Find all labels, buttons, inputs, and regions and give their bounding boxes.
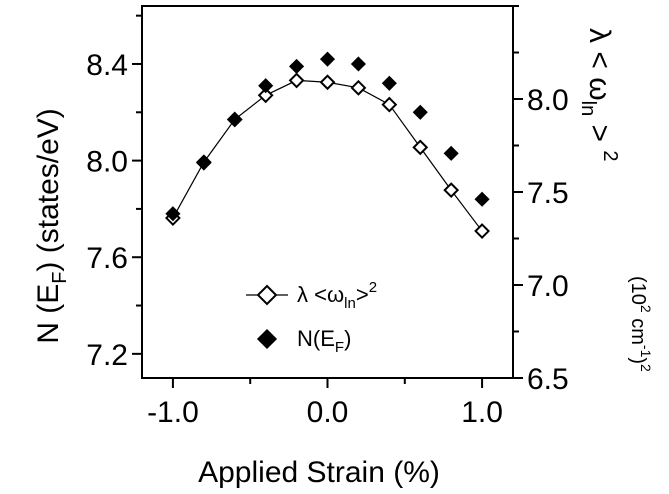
x-axis-title: Applied Strain (%) [198, 456, 440, 489]
legend-label-nef: N(EF) [297, 326, 351, 356]
right-axis-unit: (102 cm-1)2 [627, 276, 654, 372]
legend-nef-sub: F [335, 339, 344, 356]
right-axis-unit-mid: cm [627, 313, 649, 345]
legend-nef-main: N(E [297, 326, 335, 351]
right-tick-label: 8.0 [527, 84, 569, 117]
series-layer [165, 51, 490, 239]
right-tick-label: 7.0 [527, 270, 569, 303]
right-axis-unit-close: ) [627, 357, 649, 364]
nef-point [443, 145, 459, 161]
lambda-point [474, 223, 490, 239]
x-tick-label: 0.0 [307, 396, 349, 429]
nef-point [196, 155, 212, 171]
right-axis-title: λ < ωln > 2 [577, 28, 621, 162]
legend-label-lambda: λ <ωln>2 [297, 279, 377, 312]
lambda-point [288, 72, 305, 89]
legend-marker-lambda [256, 284, 278, 306]
legend-marker-nef [256, 328, 278, 350]
nef-point [165, 206, 181, 222]
left-axis-title-sub: F [49, 272, 71, 284]
lambda-point [257, 87, 274, 104]
lambda-point [381, 96, 398, 113]
nef-point [289, 58, 305, 74]
right-axis-unit-open: (10 [627, 276, 649, 305]
left-tick-label: 8.0 [86, 146, 128, 179]
right-axis-title-tail: > [583, 116, 616, 150]
nef-point [227, 111, 243, 128]
legend-lambda-sub: ln [344, 295, 356, 312]
right-axis-title-lambda: λ < ω [583, 28, 616, 101]
left-tick-label: 7.6 [86, 242, 128, 275]
left-tick-label: 8.4 [86, 49, 128, 82]
left-tick-label: 7.2 [86, 339, 128, 372]
right-axis: 6.5 7.0 7.5 8.0 [513, 5, 569, 396]
left-axis-title-tail: ) (states/eV) [32, 108, 65, 271]
nef-point [412, 104, 428, 120]
legend-lambda-sup: 2 [369, 279, 377, 296]
x-tick-label: 1.0 [461, 396, 503, 429]
legend-lambda-main: λ <ω [297, 282, 344, 307]
series-line-0 [172, 79, 483, 232]
right-axis-title-sub: ln [577, 101, 599, 117]
nef-point [319, 51, 336, 67]
left-axis-title-main: N (E [32, 284, 65, 344]
legend-nef-tail: ) [344, 326, 351, 351]
lambda-point [350, 79, 367, 96]
lambda-point [319, 74, 336, 91]
left-axis-title: N (EF) (states/eV) [32, 108, 71, 344]
right-axis-unit-sup1: 2 [638, 305, 654, 313]
legend: λ <ωln>2 N(EF) [246, 279, 377, 356]
lambda-point [443, 182, 460, 199]
x-axis: -1.0 0.0 1.0 [147, 378, 503, 429]
nef-point [474, 191, 490, 207]
right-axis-unit-sup2: -1 [638, 345, 654, 358]
lambda-point [412, 139, 429, 156]
nef-point [381, 75, 397, 91]
legend-lambda-tail: > [356, 282, 369, 307]
nef-point [350, 56, 366, 72]
x-tick-label: -1.0 [147, 396, 199, 429]
right-axis-unit-sup3: 2 [638, 364, 654, 372]
nef-point [258, 78, 274, 94]
right-axis-title-sup: 2 [599, 150, 621, 161]
right-tick-label: 6.5 [527, 363, 569, 396]
left-axis: 7.2 7.6 8.0 8.4 [86, 14, 142, 372]
right-tick-label: 7.5 [527, 177, 569, 210]
